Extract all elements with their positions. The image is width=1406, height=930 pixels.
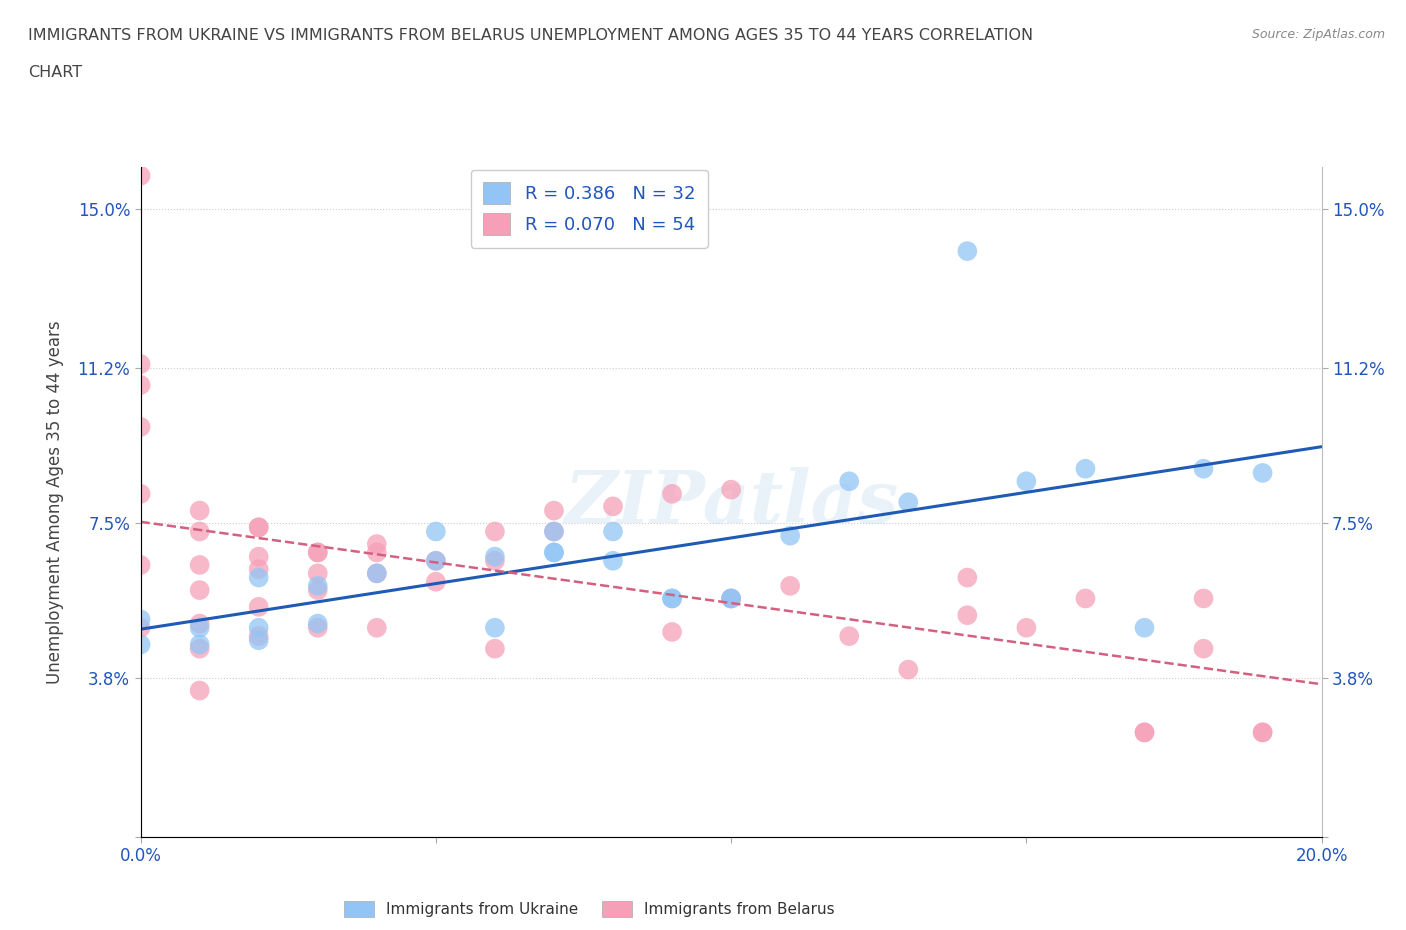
Point bbox=[247, 520, 270, 535]
Point bbox=[425, 575, 447, 590]
Point bbox=[366, 565, 388, 580]
Point bbox=[543, 545, 565, 560]
Point bbox=[366, 545, 388, 560]
Point bbox=[188, 525, 211, 539]
Point bbox=[602, 553, 624, 568]
Text: CHART: CHART bbox=[28, 65, 82, 80]
Point bbox=[1133, 725, 1156, 740]
Point bbox=[1074, 461, 1097, 476]
Text: Source: ZipAtlas.com: Source: ZipAtlas.com bbox=[1251, 28, 1385, 41]
Point bbox=[720, 591, 742, 606]
Point bbox=[543, 503, 565, 518]
Point bbox=[129, 357, 152, 372]
Legend: Immigrants from Ukraine, Immigrants from Belarus: Immigrants from Ukraine, Immigrants from… bbox=[337, 895, 841, 923]
Point bbox=[307, 617, 329, 631]
Text: ZIPatlas: ZIPatlas bbox=[564, 467, 898, 538]
Text: IMMIGRANTS FROM UKRAINE VS IMMIGRANTS FROM BELARUS UNEMPLOYMENT AMONG AGES 35 TO: IMMIGRANTS FROM UKRAINE VS IMMIGRANTS FR… bbox=[28, 28, 1033, 43]
Point bbox=[247, 549, 270, 564]
Point bbox=[1192, 591, 1215, 606]
Point bbox=[1133, 620, 1156, 635]
Point bbox=[425, 553, 447, 568]
Point bbox=[188, 617, 211, 631]
Point bbox=[956, 244, 979, 259]
Point bbox=[307, 582, 329, 598]
Point bbox=[1251, 725, 1274, 740]
Point bbox=[661, 625, 683, 640]
Point bbox=[247, 600, 270, 615]
Point bbox=[188, 683, 211, 698]
Point bbox=[247, 633, 270, 648]
Point bbox=[602, 499, 624, 514]
Point bbox=[661, 486, 683, 501]
Point bbox=[247, 629, 270, 644]
Point bbox=[484, 620, 506, 635]
Point bbox=[779, 578, 801, 593]
Point bbox=[129, 558, 152, 573]
Point bbox=[247, 620, 270, 635]
Point bbox=[188, 558, 211, 573]
Point bbox=[129, 419, 152, 434]
Point bbox=[1192, 642, 1215, 657]
Point bbox=[838, 474, 860, 489]
Point bbox=[366, 565, 388, 580]
Point bbox=[188, 503, 211, 518]
Point bbox=[661, 591, 683, 606]
Point bbox=[484, 549, 506, 564]
Point bbox=[307, 565, 329, 580]
Point bbox=[484, 525, 506, 539]
Point bbox=[1015, 620, 1038, 635]
Point bbox=[247, 520, 270, 535]
Point bbox=[247, 570, 270, 585]
Point bbox=[307, 545, 329, 560]
Point bbox=[956, 570, 979, 585]
Y-axis label: Unemployment Among Ages 35 to 44 years: Unemployment Among Ages 35 to 44 years bbox=[45, 321, 63, 684]
Point bbox=[602, 525, 624, 539]
Point bbox=[366, 537, 388, 551]
Point bbox=[543, 525, 565, 539]
Point bbox=[129, 637, 152, 652]
Point bbox=[543, 545, 565, 560]
Point bbox=[484, 642, 506, 657]
Point bbox=[188, 582, 211, 598]
Point bbox=[956, 608, 979, 623]
Point bbox=[779, 528, 801, 543]
Point bbox=[307, 620, 329, 635]
Point bbox=[484, 553, 506, 568]
Point bbox=[129, 378, 152, 392]
Point bbox=[1251, 466, 1274, 481]
Point bbox=[188, 637, 211, 652]
Point bbox=[188, 620, 211, 635]
Point bbox=[425, 553, 447, 568]
Point bbox=[129, 612, 152, 627]
Point bbox=[1074, 591, 1097, 606]
Point bbox=[188, 642, 211, 657]
Point bbox=[307, 578, 329, 593]
Point bbox=[1015, 474, 1038, 489]
Point bbox=[129, 486, 152, 501]
Point bbox=[1133, 725, 1156, 740]
Point bbox=[1251, 725, 1274, 740]
Point bbox=[897, 662, 920, 677]
Point bbox=[543, 525, 565, 539]
Point bbox=[129, 168, 152, 183]
Point bbox=[247, 562, 270, 577]
Point bbox=[1192, 461, 1215, 476]
Point bbox=[366, 620, 388, 635]
Point bbox=[661, 591, 683, 606]
Point bbox=[838, 629, 860, 644]
Point bbox=[307, 545, 329, 560]
Point bbox=[720, 483, 742, 498]
Point bbox=[720, 591, 742, 606]
Point bbox=[425, 525, 447, 539]
Point bbox=[129, 620, 152, 635]
Point bbox=[720, 591, 742, 606]
Point bbox=[897, 495, 920, 510]
